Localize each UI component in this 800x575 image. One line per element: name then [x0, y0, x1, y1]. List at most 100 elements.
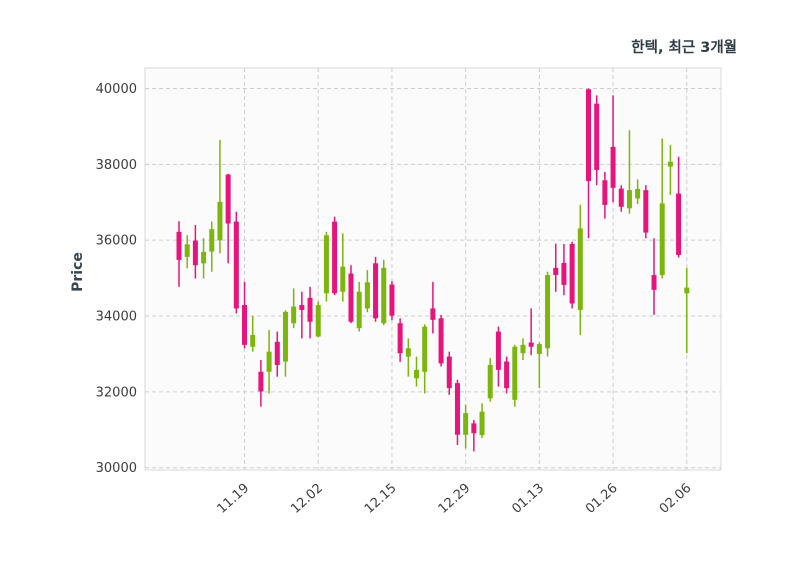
candle-body	[594, 103, 600, 171]
candle-down	[192, 225, 198, 279]
candle-body	[684, 287, 690, 294]
candle-body	[299, 305, 305, 310]
candle-body	[643, 190, 649, 233]
candle-body	[405, 348, 411, 357]
candle-body	[471, 423, 477, 434]
candle-up	[422, 324, 428, 394]
chart-title: 한텍, 최근 3개월	[631, 38, 737, 56]
candle-up	[512, 344, 518, 407]
candle-body	[201, 251, 207, 264]
grid-lines	[145, 68, 721, 470]
candle-down	[602, 171, 608, 219]
candle-up	[405, 338, 411, 377]
candle-up	[520, 338, 526, 361]
candle-body	[569, 243, 575, 304]
candle-up	[323, 231, 329, 302]
candle-down	[495, 326, 501, 387]
candle-body	[192, 240, 198, 266]
y-tick-label: 34000	[96, 310, 137, 325]
x-tick-label: 01.26	[583, 481, 621, 517]
candle-down	[504, 356, 510, 394]
plot-border	[144, 67, 722, 471]
candle-body	[274, 341, 280, 365]
candle-body	[454, 383, 460, 435]
candle-up	[201, 238, 207, 279]
candle-up	[577, 204, 583, 335]
x-axis-tick-labels: 11.19 12.02 12.15 12.29 01.13 01.26 02.06	[215, 481, 695, 517]
candle-down	[373, 256, 379, 322]
candle-down	[553, 243, 559, 292]
candle-body	[258, 371, 264, 392]
candle-down	[446, 351, 452, 395]
candle-body	[217, 201, 223, 241]
plot-area	[145, 68, 721, 470]
candle-body	[364, 282, 370, 309]
candle-body	[626, 190, 632, 209]
candle-up	[414, 356, 420, 387]
candle-body	[495, 331, 501, 370]
candle-body	[209, 229, 215, 252]
candle-body	[323, 235, 329, 294]
candle-body	[651, 275, 657, 290]
candle-body	[438, 318, 444, 364]
candle-down	[397, 318, 403, 362]
candle-body	[307, 297, 313, 322]
candle-body	[348, 273, 354, 322]
candle-body	[373, 263, 379, 319]
candle-body	[184, 244, 190, 257]
candle-body	[225, 174, 231, 224]
candle-up	[463, 404, 469, 449]
x-tick-label: 02.06	[657, 481, 695, 517]
candle-body	[233, 221, 239, 309]
candle-body	[242, 305, 248, 345]
candle-down	[258, 360, 264, 407]
candle-body	[414, 369, 420, 379]
candle-body	[561, 262, 567, 285]
x-tick-label: 01.13	[509, 481, 547, 517]
candle-body	[266, 351, 272, 372]
candle-down	[586, 88, 591, 239]
candle-up	[340, 233, 346, 302]
candle-down	[430, 281, 436, 334]
candle-body	[282, 311, 288, 362]
candle-body	[176, 231, 182, 260]
candle-down	[233, 211, 239, 314]
candle-up	[545, 271, 551, 357]
candle-down	[561, 243, 567, 296]
candle-up	[635, 179, 641, 205]
candle-down	[176, 221, 182, 287]
x-tick-label: 12.02	[288, 481, 326, 517]
candle-up	[282, 310, 288, 377]
candle-body	[635, 188, 641, 199]
candle-down	[651, 238, 657, 315]
candle-down	[643, 185, 649, 239]
candle-body	[520, 344, 526, 354]
y-tick-label: 30000	[96, 461, 137, 476]
candle-up	[266, 330, 272, 394]
y-axis-tick-labels: 30000 32000 34000 36000 38000 40000	[96, 82, 137, 476]
candle-body	[250, 334, 256, 347]
candle-up	[626, 130, 632, 214]
candle-body	[618, 188, 624, 207]
candle-up	[250, 316, 256, 352]
candle-up	[684, 267, 690, 354]
candle-body	[389, 284, 395, 316]
candle-body	[332, 221, 338, 294]
candles	[176, 88, 690, 452]
candle-up	[381, 259, 387, 326]
candle-up	[659, 138, 665, 279]
candle-body	[577, 228, 583, 310]
candle-down	[299, 291, 305, 339]
candle-down	[471, 419, 477, 452]
candle-body	[545, 275, 551, 349]
candle-down	[454, 379, 460, 445]
candle-body	[430, 308, 436, 320]
candle-body	[315, 305, 321, 337]
candle-up	[667, 144, 673, 196]
x-tick-label: 11.19	[215, 481, 253, 517]
candle-down	[225, 173, 231, 264]
candle-down	[594, 95, 600, 186]
y-tick-label: 32000	[96, 385, 137, 400]
